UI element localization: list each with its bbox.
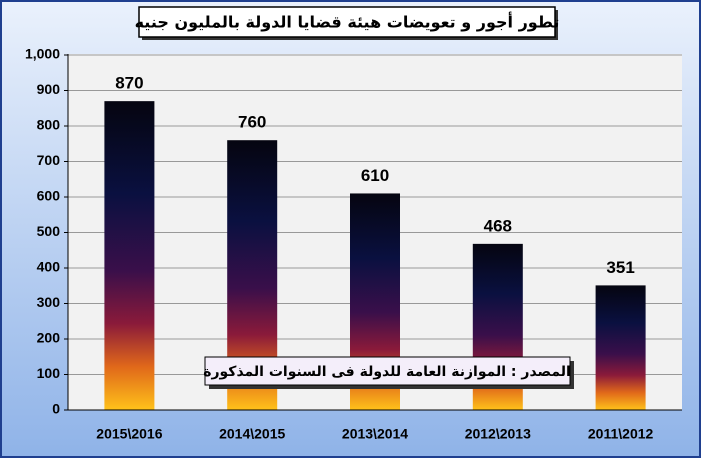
x-tick-label: 2013\2014 (342, 426, 408, 442)
y-tick-label: 800 (37, 117, 61, 133)
x-tick-label: 2015\2016 (96, 426, 162, 442)
y-tick-label: 300 (37, 294, 61, 310)
x-tick-label: 2011\2012 (588, 426, 654, 442)
data-label: 870 (115, 74, 143, 93)
data-label: 610 (361, 166, 389, 185)
y-tick-label: 400 (37, 259, 61, 275)
y-tick-label: 600 (37, 188, 61, 204)
bar (595, 285, 646, 410)
chart-title: تطور أجور و تعويضات هيئة قضايا الدولة با… (135, 12, 560, 32)
y-tick-label: 0 (52, 401, 60, 417)
source-box (204, 356, 571, 386)
y-tick-label: 900 (37, 81, 61, 97)
y-tick-label: 1,000 (25, 46, 60, 62)
data-label: 468 (484, 216, 512, 235)
x-tick-label: 2012\2013 (465, 426, 531, 442)
y-tick-label: 700 (37, 152, 61, 168)
x-tick-label: 2014\2015 (219, 426, 285, 442)
source-note: المصدر : الموازنة العامة للدولة فى السنو… (203, 364, 571, 380)
y-tick-label: 100 (37, 365, 61, 381)
title-box (138, 6, 556, 38)
y-tick-label: 500 (37, 223, 61, 239)
bar (104, 101, 155, 411)
data-label: 351 (606, 258, 634, 277)
y-tick-label: 200 (37, 330, 61, 346)
data-label: 760 (238, 113, 266, 132)
